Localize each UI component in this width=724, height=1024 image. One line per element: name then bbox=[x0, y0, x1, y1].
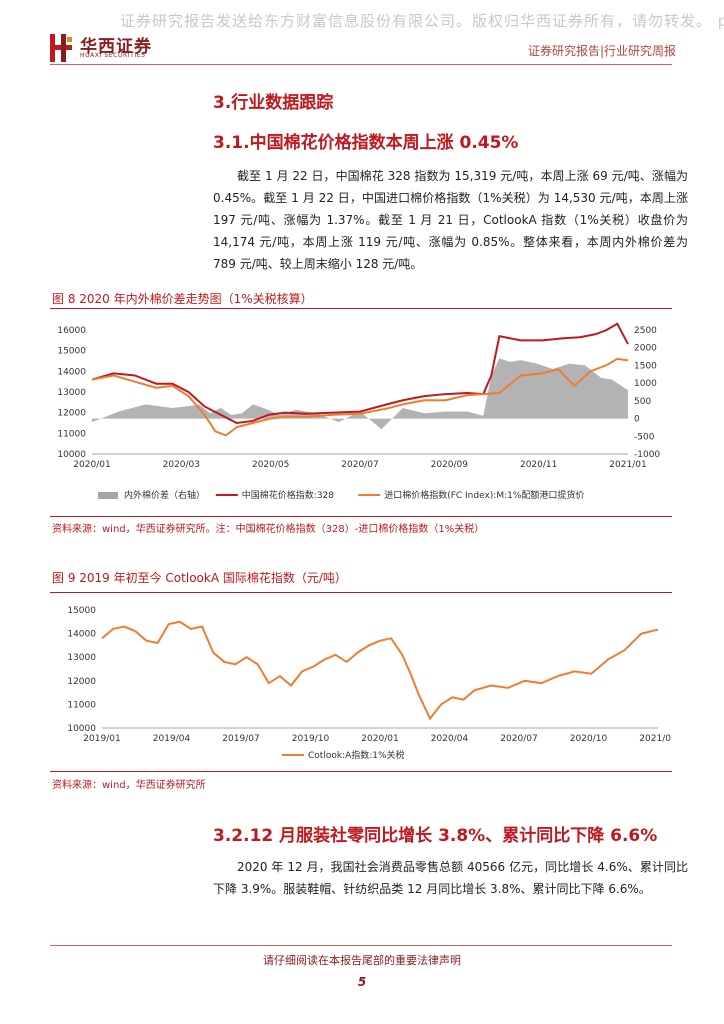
series-line bbox=[91, 357, 629, 437]
series-area bbox=[92, 358, 628, 430]
y-tick-label: 10000 bbox=[57, 450, 86, 460]
figure-8-title: 图 8 2020 年内外棉价差走势图（1%关税核算） bbox=[52, 292, 313, 306]
y-tick-label: 11000 bbox=[67, 700, 96, 710]
x-tick-label: 2020/01 bbox=[361, 734, 398, 744]
y-right-tick-label: -1000 bbox=[634, 450, 660, 460]
footer-disclaimer: 请仔细阅读在本报告尾部的重要法律声明 bbox=[263, 954, 461, 967]
y-right-tick-label: 500 bbox=[634, 397, 651, 407]
y-tick-label: 13000 bbox=[67, 653, 96, 663]
huaxi-logo-icon bbox=[50, 34, 72, 62]
x-tick-label: 2021/01 bbox=[639, 734, 672, 744]
page-number: 5 bbox=[357, 975, 367, 989]
logo-english-name: HUAXI SECURITIES bbox=[80, 52, 146, 59]
y-tick-label: 13000 bbox=[57, 388, 86, 398]
y-right-tick-label: 2500 bbox=[634, 326, 657, 336]
watermark-text: 证券研究报告发送给东方财富信息股份有限公司。版权归华西证券所有，请勿转发。 p bbox=[120, 12, 724, 30]
y-right-tick-label: 2000 bbox=[634, 344, 657, 354]
series-line bbox=[91, 322, 629, 425]
x-tick-label: 2019/07 bbox=[222, 734, 259, 744]
header-divider bbox=[50, 64, 672, 65]
x-tick-label: 2020/10 bbox=[570, 734, 608, 744]
figure-8-chart: 10000110001200013000140001500016000-1000… bbox=[57, 322, 660, 501]
y-tick-label: 10000 bbox=[67, 724, 96, 734]
legend-label: Cotlook:A指数:1%关税 bbox=[308, 749, 405, 761]
y-tick-label: 15000 bbox=[57, 347, 86, 357]
x-tick-label: 2020/09 bbox=[431, 460, 469, 470]
y-right-tick-label: 0 bbox=[634, 415, 640, 425]
y-tick-label: 14000 bbox=[57, 367, 86, 377]
x-tick-label: 2020/03 bbox=[163, 460, 200, 470]
legend-swatch bbox=[98, 492, 118, 499]
report-type-label: 证券研究报告|行业研究周报 bbox=[527, 44, 676, 58]
y-tick-label: 15000 bbox=[67, 606, 96, 616]
figure-9-top-rule bbox=[50, 592, 672, 593]
subsection-3-2-title: 3.2.12 月服装社零同比增长 3.8%、累计同比下降 6.6% bbox=[213, 826, 658, 846]
x-tick-label: 2020/07 bbox=[500, 734, 537, 744]
figure-9-chart: 10000 11000 12000 13000 14000 15000 2019/01 201… bbox=[67, 606, 672, 761]
y-right-tick-label: 1500 bbox=[634, 361, 657, 371]
y-tick-label: 16000 bbox=[57, 326, 86, 336]
x-tick-label: 2019/04 bbox=[153, 734, 191, 744]
y-tick-label: 12000 bbox=[57, 409, 86, 419]
subsection-3-2-paragraph: 2020 年 12 月，我国社会消费品零售总额 40566 亿元，同比增长 4.… bbox=[213, 860, 688, 896]
figure-9-bottom-rule bbox=[50, 771, 672, 772]
footer-divider bbox=[50, 945, 672, 946]
x-tick-label: 2019/10 bbox=[292, 734, 330, 744]
x-tick-label: 2020/04 bbox=[431, 734, 469, 744]
logo-company-name: 华西证券 bbox=[80, 37, 152, 57]
x-tick-label: 2020/11 bbox=[520, 460, 557, 470]
legend-label: 进口棉价格指数(FC Index):M:1%配额港口提货价 bbox=[384, 489, 584, 501]
x-tick-label: 2021/01 bbox=[609, 460, 646, 470]
section-title: 3.行业数据跟踪 bbox=[213, 93, 334, 113]
legend-label: 中国棉花价格指数:328 bbox=[242, 489, 334, 501]
x-tick-label: 2020/05 bbox=[252, 460, 289, 470]
y-tick-label: 12000 bbox=[67, 677, 96, 687]
y-tick-label: 14000 bbox=[67, 630, 96, 640]
subsection-3-1-paragraph: 截至 1 月 22 日，中国棉花 328 指数为 15,319 元/吨，本周上涨… bbox=[213, 169, 688, 271]
y-right-tick-label: 1000 bbox=[634, 379, 657, 389]
figure-8-source: 资料来源：wind，华西证券研究所。注：中国棉花价格指数（328）-进口棉价格指… bbox=[52, 524, 485, 535]
x-tick-label: 2019/01 bbox=[83, 734, 120, 744]
y-right-tick-label: -500 bbox=[634, 432, 655, 442]
figure-9-title: 图 9 2019 年初至今 CotlookA 国际棉花指数（元/吨） bbox=[52, 571, 347, 585]
figure-8-bottom-rule bbox=[50, 516, 672, 517]
legend-label: 内外棉价差（右轴） bbox=[124, 489, 205, 501]
x-tick-label: 2020/07 bbox=[341, 460, 378, 470]
figure-8-top-rule bbox=[50, 308, 672, 309]
subsection-3-1-title: 3.1.中国棉花价格指数本周上涨 0.45% bbox=[213, 133, 519, 153]
figure-9-source: 资料来源：wind，华西证券研究所 bbox=[52, 780, 206, 791]
x-tick-label: 2020/01 bbox=[73, 460, 110, 470]
y-tick-label: 11000 bbox=[57, 429, 86, 439]
series-line bbox=[101, 620, 659, 721]
